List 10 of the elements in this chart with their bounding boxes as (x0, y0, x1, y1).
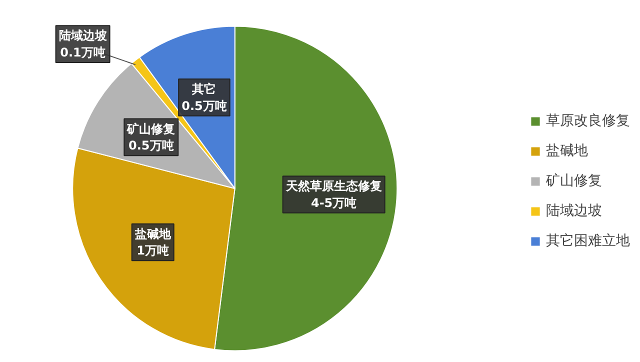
data-label: 陆域边坡 0.1万吨 (58, 28, 108, 60)
data-label: 天然草原生态修复 4-5万吨 (284, 179, 382, 210)
legend-label: 草原改良修复 (546, 112, 630, 130)
data-label: 其它 0.5万吨 (182, 82, 227, 113)
data-label: 矿山修复 0.5万吨 (126, 122, 176, 153)
legend-label: 陆域边坡 (546, 202, 602, 220)
legend-label: 盐碱地 (546, 142, 588, 160)
legend-label: 其它困难立地 (546, 232, 630, 250)
data-label: 盐碱地 1万吨 (134, 226, 172, 258)
legend-label: 矿山修复 (546, 172, 602, 190)
